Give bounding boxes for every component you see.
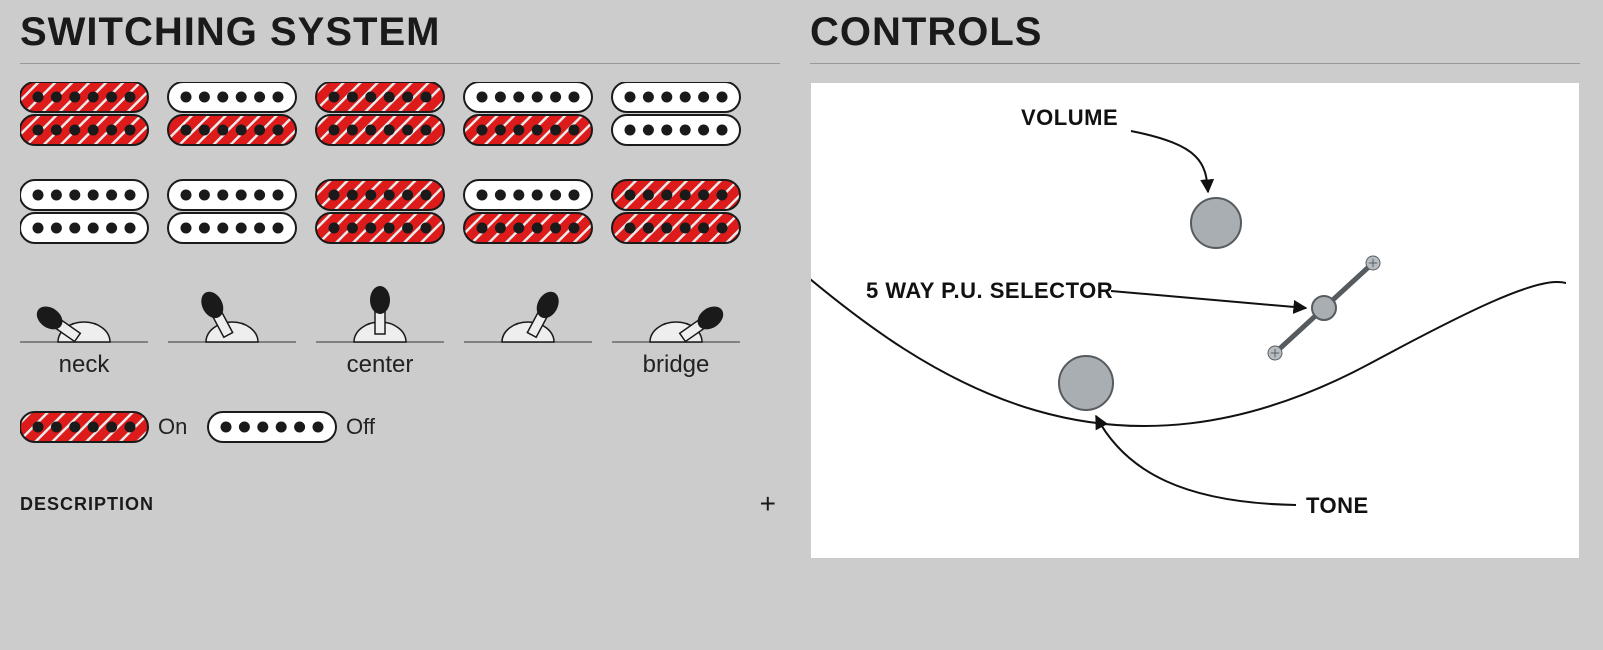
tone-arrow: [1096, 416, 1296, 505]
legend-on-coil: [20, 412, 148, 442]
switching-title: SWITCHING SYSTEM: [20, 10, 780, 55]
switch-position-label: bridge: [643, 351, 710, 378]
selector-arrow: [1111, 291, 1306, 308]
pos4-upper-pickup: [612, 82, 740, 145]
legend-on-label: On: [158, 414, 187, 439]
pos1-upper-pickup-top: [168, 82, 296, 112]
pos3-upper-pickup: [464, 82, 592, 145]
pos4-upper-pickup-bottom: [612, 115, 740, 145]
pos2-upper-pickup: [316, 82, 444, 145]
switch-position-label: neck: [59, 351, 111, 378]
pos1-upper-pickup-bottom: [168, 115, 296, 145]
volume-knob: [1191, 198, 1241, 248]
legend: On Off: [20, 412, 376, 442]
pos3-lower-pickup: [464, 180, 592, 243]
switching-panel: SWITCHING SYSTEM neck center bridge On Off D…: [20, 0, 780, 520]
switch-lever: [168, 288, 296, 342]
pos4-lower-pickup-top: [612, 180, 740, 210]
pos4-upper-pickup-top: [612, 82, 740, 112]
legend-off-coil: [208, 412, 336, 442]
pos3-lower-pickup-bottom: [464, 213, 592, 243]
pos3-upper-pickup-top: [464, 82, 592, 112]
pos0-lower-pickup-top: [20, 180, 148, 210]
selector-label: 5 WAY P.U. SELECTOR: [866, 278, 1113, 303]
description-expand-icon[interactable]: +: [760, 488, 776, 520]
switch-lever: bridge: [612, 302, 740, 378]
pos1-lower-pickup-top: [168, 180, 296, 210]
pos0-upper-pickup: [20, 82, 148, 145]
controls-diagram: VOLUME 5 WAY P.U. SELECTOR TONE: [810, 82, 1580, 559]
pos1-lower-pickup-bottom: [168, 213, 296, 243]
tone-label: TONE: [1306, 493, 1369, 518]
pos4-lower-pickup-bottom: [612, 213, 740, 243]
pos0-upper-pickup-bottom: [20, 115, 148, 145]
volume-arrow: [1131, 131, 1208, 192]
controls-divider: [810, 63, 1580, 64]
selector-screw: [1268, 346, 1282, 360]
switching-divider: [20, 63, 780, 64]
switch-lever: center: [316, 286, 444, 378]
selector-knob: [1312, 296, 1336, 320]
pos1-upper-pickup: [168, 82, 296, 145]
controls-panel: CONTROLS VOLUME 5 WAY P.U. SELECTOR TONE: [810, 0, 1580, 559]
pos2-lower-pickup-top: [316, 180, 444, 210]
pos2-upper-pickup-bottom: [316, 115, 444, 145]
tone-knob: [1059, 356, 1113, 410]
controls-title: CONTROLS: [810, 10, 1580, 55]
switching-diagram: neck center bridge On Off: [20, 82, 780, 482]
pos3-lower-pickup-top: [464, 180, 592, 210]
pos2-lower-pickup-bottom: [316, 213, 444, 243]
pos2-lower-pickup: [316, 180, 444, 243]
switch-lever: neck: [20, 302, 148, 378]
volume-label: VOLUME: [1021, 105, 1118, 130]
selector-screw: [1366, 256, 1380, 270]
switch-lever: [464, 288, 592, 342]
legend-off-label: Off: [346, 414, 376, 439]
pos2-upper-pickup-top: [316, 82, 444, 112]
pos0-lower-pickup: [20, 180, 148, 243]
pos3-upper-pickup-bottom: [464, 115, 592, 145]
description-label: DESCRIPTION: [20, 494, 154, 515]
pos0-lower-pickup-bottom: [20, 213, 148, 243]
pos0-upper-pickup-top: [20, 82, 148, 112]
switch-position-label: center: [347, 351, 414, 378]
pos1-lower-pickup: [168, 180, 296, 243]
pos4-lower-pickup: [612, 180, 740, 243]
